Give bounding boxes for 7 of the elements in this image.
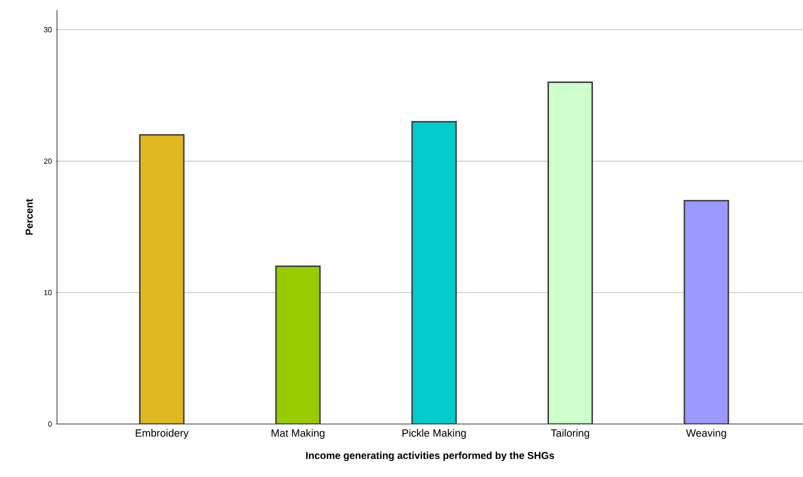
x-tick-label: Weaving bbox=[686, 429, 726, 439]
x-axis-title: Income generating activities performed by the SHGs bbox=[306, 452, 554, 462]
x-tick-label: Tailoring bbox=[550, 429, 590, 439]
x-tick-label: Mat Making bbox=[272, 429, 324, 439]
x-tick-label: Embroidery bbox=[136, 429, 189, 439]
x-tick-label: Pickle Making bbox=[402, 429, 466, 439]
y-axis-title: Percent bbox=[26, 198, 33, 235]
